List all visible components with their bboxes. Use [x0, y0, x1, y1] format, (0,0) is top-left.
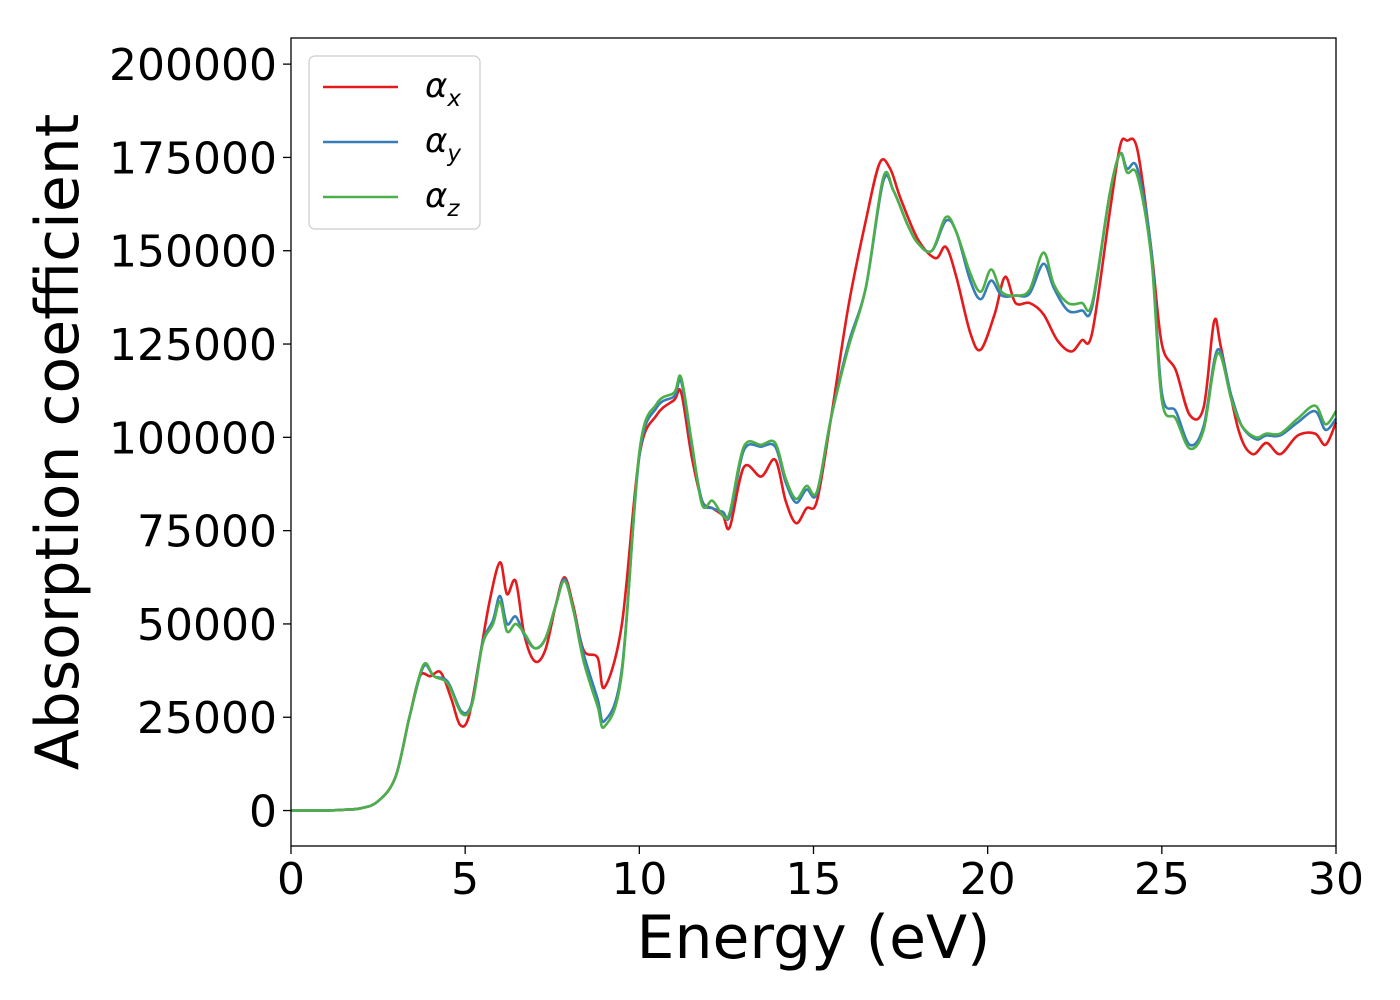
- legend-label-base: α: [425, 66, 447, 106]
- legend-label-subscript: y: [446, 141, 461, 167]
- x-tick-label: 30: [1308, 854, 1364, 905]
- y-tick-label: 175000: [109, 133, 277, 184]
- y-tick-label: 25000: [137, 693, 277, 744]
- legend-label-alpha-y: αy: [425, 121, 461, 167]
- y-tick-label: 75000: [137, 507, 277, 558]
- legend-label-subscript: z: [446, 196, 460, 222]
- x-tick-label: 15: [786, 854, 842, 905]
- plot-frame: [290, 37, 1337, 847]
- x-tick-label: 5: [451, 854, 479, 905]
- x-axis-title: Energy (eV): [637, 903, 991, 973]
- y-tick-label: 150000: [109, 227, 277, 278]
- series-line-alpha-x: [290, 137, 1338, 812]
- y-axis-title: Absorption coefficient: [23, 114, 93, 771]
- y-tick-label: 50000: [137, 600, 277, 651]
- axis-ticks: 0 5 10 15 20 25 30 0 25000 50000 75000 100000 125000…: [109, 40, 1364, 905]
- series-line-alpha-z: [290, 151, 1338, 812]
- y-tick-label: 200000: [109, 40, 277, 91]
- x-tick-label: 25: [1134, 854, 1190, 905]
- x-tick-label: 10: [611, 854, 667, 905]
- legend-label-base: α: [425, 176, 447, 216]
- y-tick-label: 0: [249, 787, 277, 838]
- x-tick-label: 0: [277, 854, 305, 905]
- x-tick-label: 20: [960, 854, 1016, 905]
- legend-label-alpha-x: αx: [425, 66, 461, 112]
- legend-label-alpha-z: αz: [425, 176, 460, 222]
- y-tick-label: 125000: [109, 320, 277, 371]
- series-lines: [290, 137, 1338, 812]
- legend-label-base: α: [425, 121, 447, 161]
- y-tick-label: 100000: [109, 413, 277, 464]
- y-axis-title-group: Absorption coefficient: [23, 114, 93, 771]
- legend-label-subscript: x: [446, 86, 461, 112]
- series-line-alpha-y: [290, 151, 1338, 812]
